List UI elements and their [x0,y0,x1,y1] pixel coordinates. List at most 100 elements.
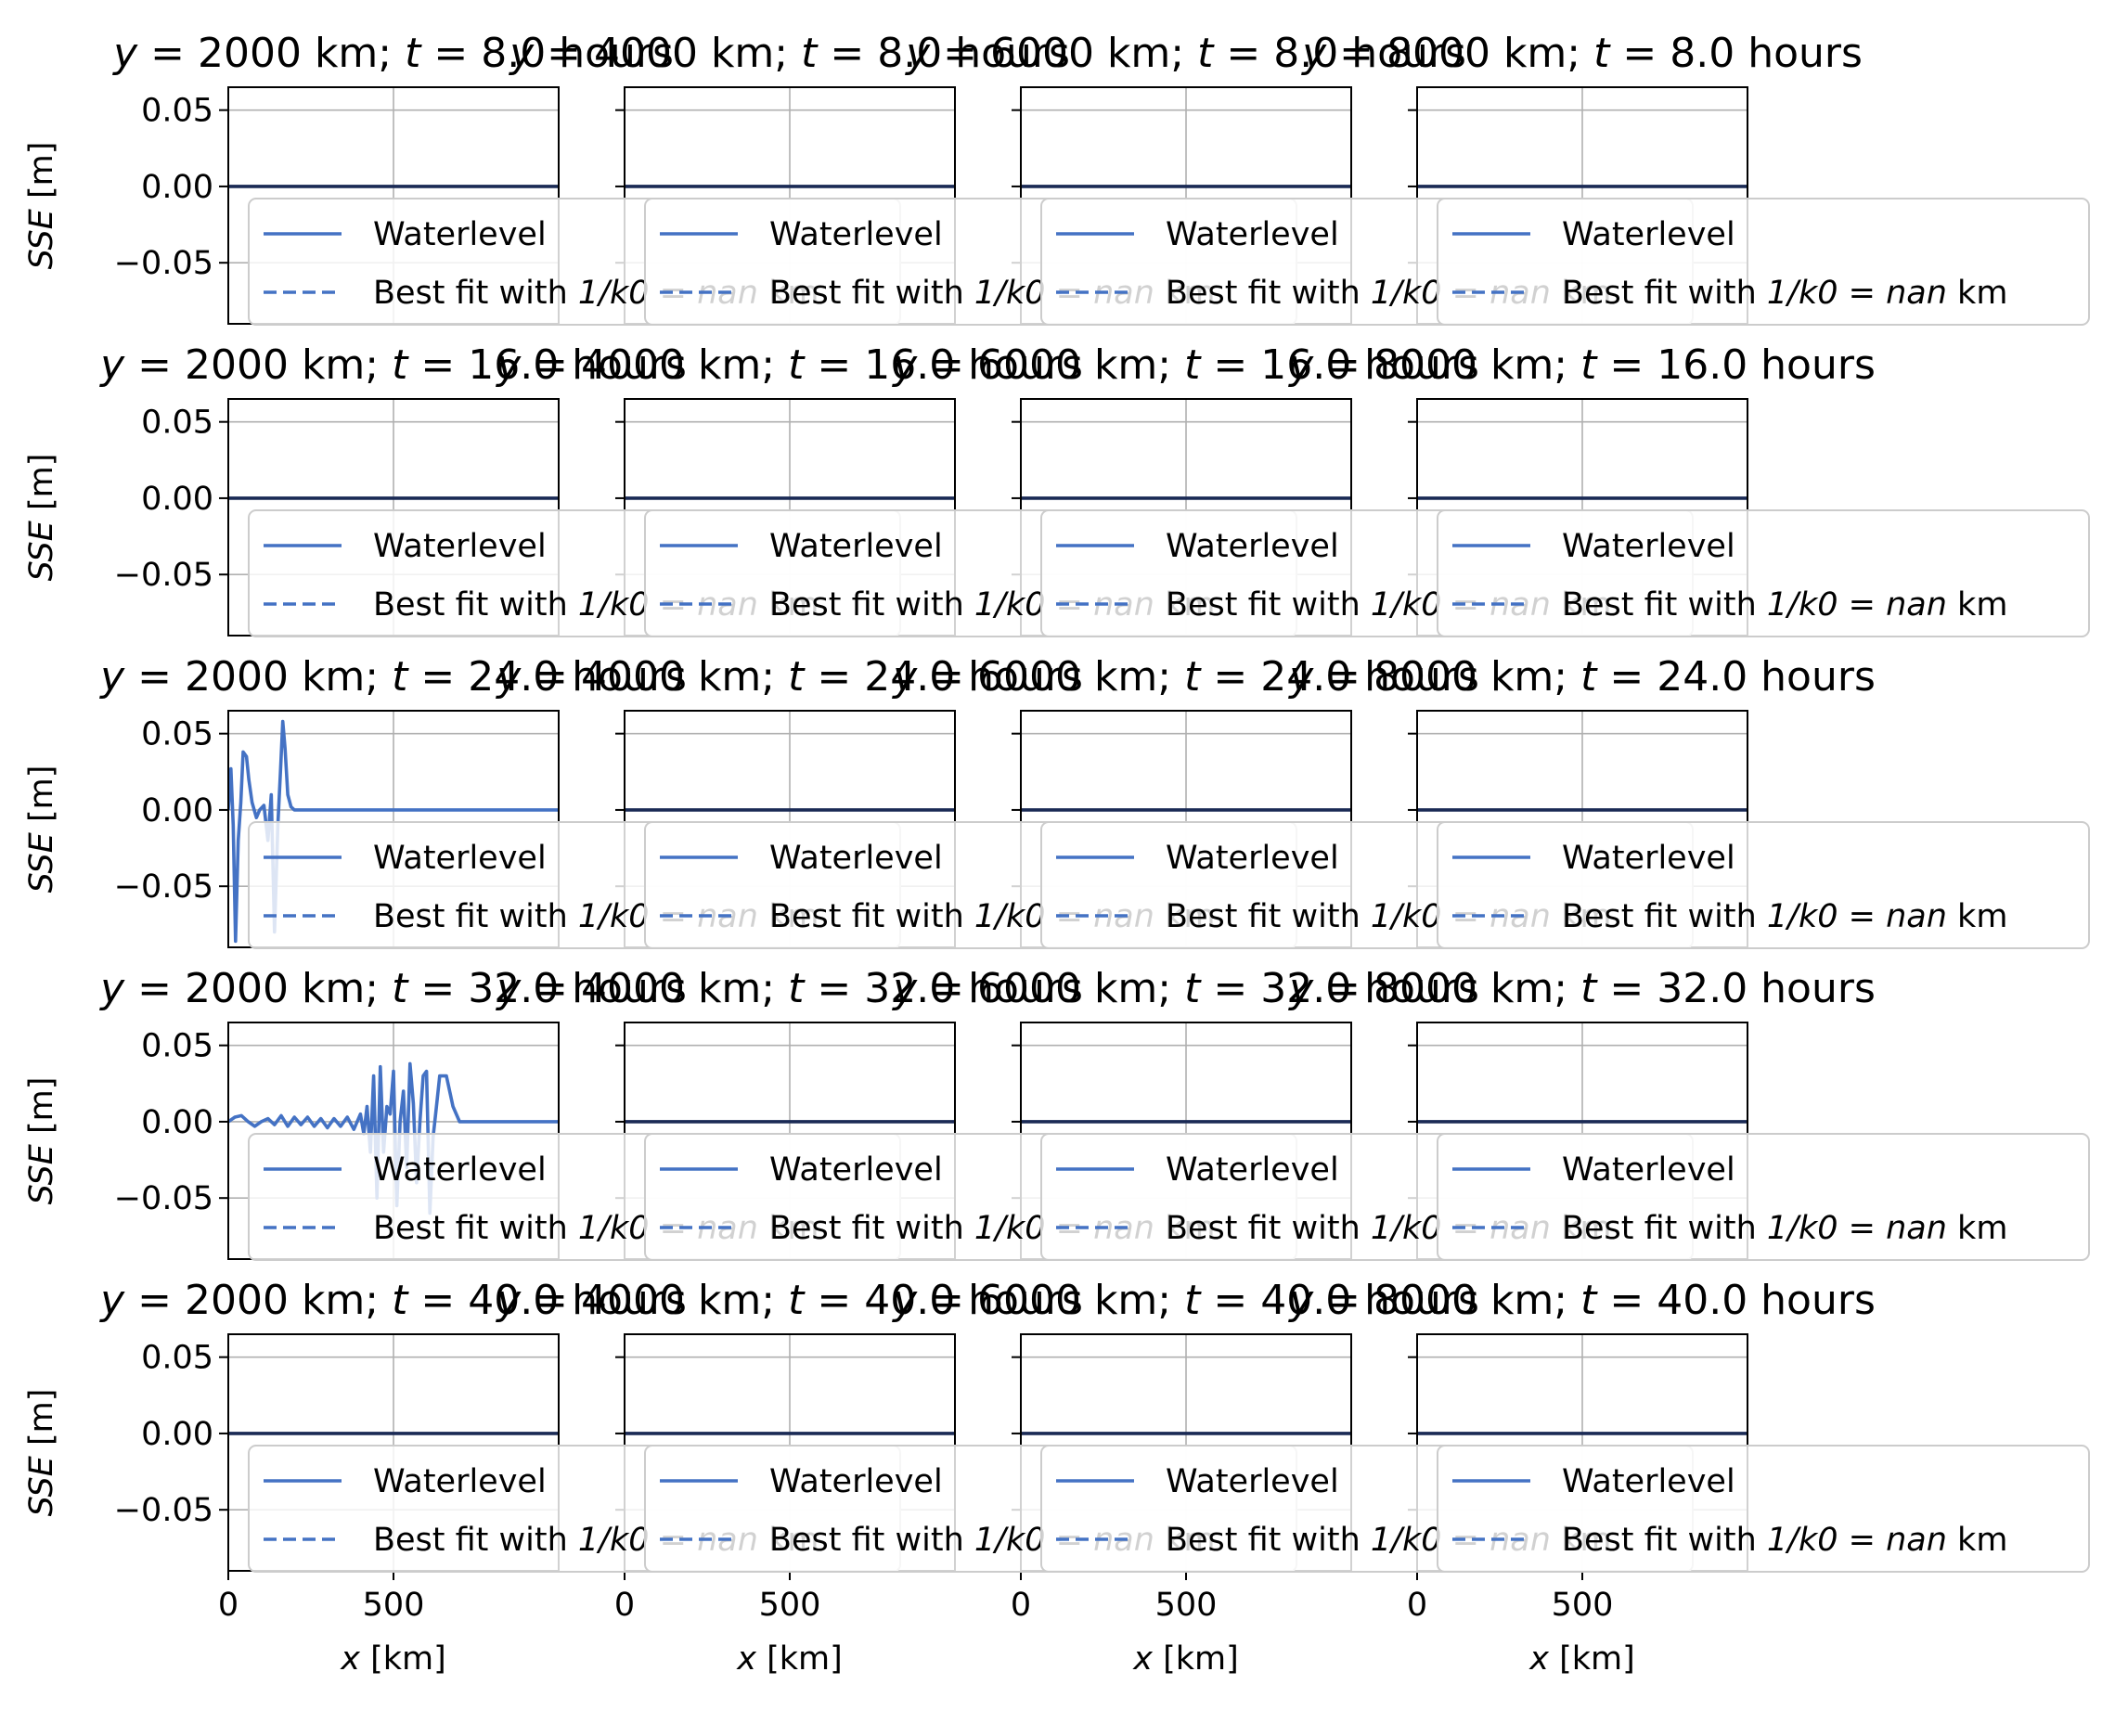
subplot-title: y = 4000 km; t = 24.0 hours [495,653,1083,701]
y-tick-label: 0.00 [141,481,213,518]
legend-label-waterlevel: Waterlevel [373,528,547,565]
subplot-title: y = 6000 km; t = 8.0 hours [904,30,1466,77]
legend-label-waterlevel: Waterlevel [373,216,547,253]
subplot-title: y = 2000 km; t = 8.0 hours [111,30,674,77]
subplot-r2-c3: y = 8000 km; t = 24.0 hours [1287,653,1876,948]
subplot-r4-c1: 0 500 x [km] y = 4000 km; t = 40.0 hours [495,1277,1083,1678]
subplot-title: y = 2000 km; t = 32.0 hours [98,965,687,1012]
legend-box [1437,821,2090,949]
subplot-title: y = 6000 km; t = 16.0 hours [891,341,1479,389]
legend-r1-c3: Waterlevel Best fit with 1/k0 = nan km [1437,509,2090,637]
subplot-r4-c0: 0.05 0.00 −0.05 0 500 x [km] SSE [m] y = 2000 k… [23,1277,687,1678]
x-axis-label: x [km] [1132,1640,1239,1678]
x-axis-label: x [km] [736,1640,843,1678]
legend-label-bestfit: Best fit with 1/k0 = nan km [1562,1522,2007,1559]
legend-label-waterlevel: Waterlevel [373,1151,547,1189]
subplot-r2-c2: y = 6000 km; t = 24.0 hours [891,653,1479,948]
legend-label-waterlevel: Waterlevel [769,840,943,877]
legend-box [1437,509,2090,637]
y-axis-label: SSE [m] [23,765,60,894]
y-tick-label: 0.05 [141,1340,213,1377]
subplot-r2-c1: y = 4000 km; t = 24.0 hours [495,653,1083,948]
subplot-r0-c1: y = 4000 km; t = 8.0 hours [508,30,1070,325]
legend-box [1437,1133,2090,1261]
x-tick-label: 0 [1407,1587,1427,1624]
legend-label-waterlevel: Waterlevel [769,528,943,565]
y-tick-label: −0.05 [114,1180,213,1217]
subplot-title: y = 6000 km; t = 40.0 hours [891,1277,1479,1324]
subplot-title: y = 2000 km; t = 40.0 hours [98,1277,687,1324]
legend-box [1437,198,2090,326]
x-axis-label: x [km] [340,1640,446,1678]
legend-label-bestfit: Best fit with 1/k0 = nan km [1562,1210,2007,1247]
y-tick-label: 0.05 [141,93,213,130]
subplot-title: y = 4000 km; t = 8.0 hours [508,30,1070,77]
legend-label-waterlevel: Waterlevel [373,1463,547,1500]
legend-label-waterlevel: Waterlevel [1562,528,1735,565]
legend-label-bestfit: Best fit with 1/k0 = nan km [1562,898,2007,935]
legend-label-waterlevel: Waterlevel [1562,1463,1735,1500]
subplot-r4-c2: 0 500 x [km] y = 6000 km; t = 40.0 hours [891,1277,1479,1678]
subplot-r0-c3: y = 8000 km; t = 8.0 hours [1300,30,1863,325]
x-tick-label: 0 [218,1587,239,1624]
legend-label-bestfit: Best fit with 1/k0 = nan km [1562,586,2007,624]
y-tick-label: −0.05 [114,868,213,906]
legend-label-waterlevel: Waterlevel [1166,1151,1339,1189]
legend-label-bestfit: Best fit with 1/k0 = nan km [1562,275,2007,312]
x-tick-label: 500 [1155,1587,1218,1624]
x-tick-label: 0 [1011,1587,1031,1624]
y-axis-label: SSE [m] [23,1077,60,1205]
subplot-title: y = 2000 km; t = 24.0 hours [98,653,687,701]
legend-box [1437,1445,2090,1573]
x-axis-label: x [km] [1528,1640,1635,1678]
subplot-title: y = 8000 km; t = 16.0 hours [1287,341,1876,389]
y-tick-label: 0.05 [141,716,213,753]
legend-label-waterlevel: Waterlevel [373,840,547,877]
legend-label-waterlevel: Waterlevel [1166,528,1339,565]
subplot-r2-c0: 0.05 0.00 −0.05 SSE [m] y = 2000 km; t = 24.… [23,653,687,948]
y-tick-label: 0.05 [141,405,213,442]
y-axis-label: SSE [m] [23,142,60,270]
subplot-title: y = 6000 km; t = 24.0 hours [891,653,1479,701]
subplot-title: y = 8000 km; t = 24.0 hours [1287,653,1876,701]
subplot-title: y = 8000 km; t = 8.0 hours [1300,30,1863,77]
x-tick-label: 0 [614,1587,635,1624]
subplot-title: y = 6000 km; t = 32.0 hours [891,965,1479,1012]
legend-r2-c3: Waterlevel Best fit with 1/k0 = nan km [1437,821,2090,949]
y-tick-label: 0.00 [141,1416,213,1453]
y-tick-label: 0.05 [141,1028,213,1065]
y-tick-label: 0.00 [141,169,213,206]
x-tick-label: 500 [759,1587,821,1624]
subplot-title: y = 2000 km; t = 16.0 hours [98,341,687,389]
subplot-title: y = 8000 km; t = 32.0 hours [1287,965,1876,1012]
subplot-title: y = 4000 km; t = 16.0 hours [495,341,1083,389]
legend-label-waterlevel: Waterlevel [769,1151,943,1189]
subplot-title: y = 8000 km; t = 40.0 hours [1287,1277,1876,1324]
legend-r4-c3: Waterlevel Best fit with 1/k0 = nan km [1437,1445,2090,1573]
legend-label-waterlevel: Waterlevel [769,216,943,253]
subplot-r3-c0: 0.05 0.00 −0.05 SSE [m] y = 2000 km; t = 32.… [23,965,687,1260]
y-tick-label: 0.00 [141,1104,213,1141]
legend-label-waterlevel: Waterlevel [1166,216,1339,253]
y-axis-label: SSE [m] [23,454,60,582]
subplot-r1-c1: y = 4000 km; t = 16.0 hours [495,341,1083,637]
x-tick-label: 500 [1552,1587,1614,1624]
legend-label-waterlevel: Waterlevel [1166,1463,1339,1500]
subplot-r4-c3: 0 500 x [km] y = 8000 km; t = 40.0 hours [1287,1277,1876,1678]
y-tick-label: −0.05 [114,245,213,282]
subplot-r1-c2: y = 6000 km; t = 16.0 hours [891,341,1479,637]
subplot-title: y = 4000 km; t = 40.0 hours [495,1277,1083,1324]
subplot-r0-c0: 0.05 0.00 −0.05 SSE [m] y = 2000 km; t = 8.0… [23,30,674,325]
y-tick-label: 0.00 [141,792,213,829]
subplot-r3-c3: y = 8000 km; t = 32.0 hours [1287,965,1876,1260]
legend-label-waterlevel: Waterlevel [1562,216,1735,253]
legend-label-waterlevel: Waterlevel [769,1463,943,1500]
legend-label-waterlevel: Waterlevel [1166,840,1339,877]
subplot-title: y = 4000 km; t = 32.0 hours [495,965,1083,1012]
subplot-r1-c0: 0.05 0.00 −0.05 SSE [m] y = 2000 km; t = 16.… [23,341,687,637]
subplot-r3-c2: y = 6000 km; t = 32.0 hours [891,965,1479,1260]
y-tick-label: −0.05 [114,557,213,594]
legend-r0-c3: Waterlevel Best fit with 1/k0 = nan km [1437,198,2090,326]
series-line-waterlevel [228,719,559,944]
